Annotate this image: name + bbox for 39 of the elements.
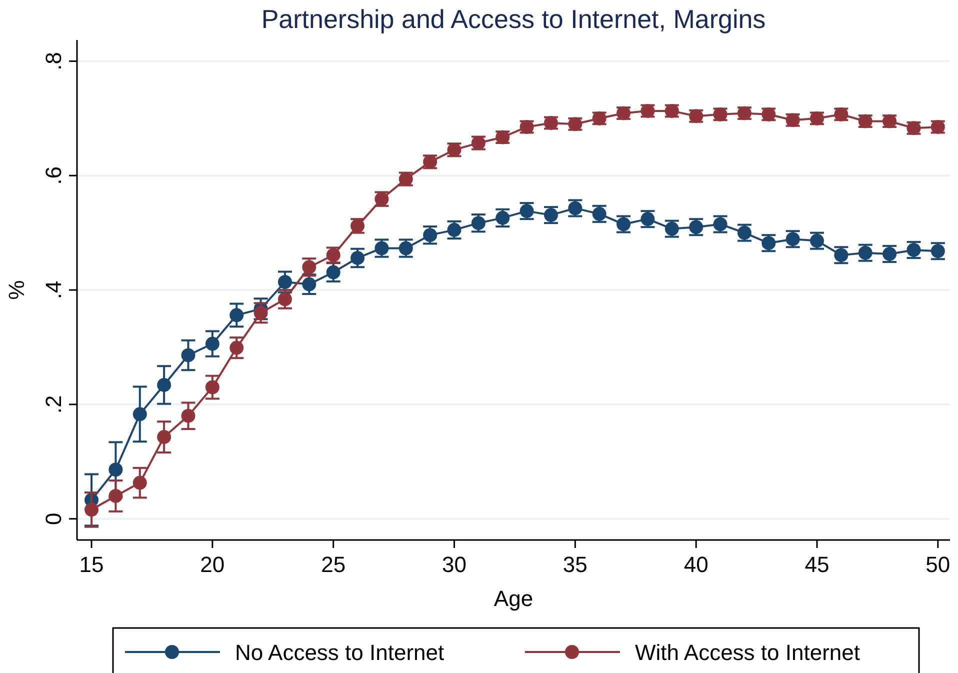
- y-tick-label: .4: [41, 280, 66, 300]
- point: [181, 348, 196, 362]
- x-tick-label: 25: [321, 552, 346, 577]
- point: [230, 340, 244, 355]
- point: [205, 380, 220, 394]
- x-tick-label: 40: [684, 552, 708, 577]
- x-tick-label: 45: [804, 552, 830, 577]
- y-axis-title: %: [4, 280, 29, 300]
- point: [157, 378, 172, 392]
- x-tick-label: 15: [79, 552, 104, 577]
- x-tick-label: 20: [200, 552, 225, 577]
- chart-title: Partnership and Access to Internet, Margins: [261, 4, 766, 34]
- point: [447, 222, 462, 237]
- point: [181, 408, 196, 423]
- point: [278, 292, 292, 306]
- point: [254, 306, 268, 320]
- point: [108, 488, 123, 503]
- x-axis-title: Age: [494, 586, 534, 611]
- point: [157, 430, 172, 444]
- legend-label: With Access to Internet: [635, 640, 860, 665]
- y-tick-label: .8: [41, 52, 66, 70]
- point: [350, 250, 365, 265]
- point: [132, 407, 147, 422]
- point: [326, 265, 340, 280]
- x-tick-label: 35: [562, 552, 588, 577]
- point: [278, 274, 292, 289]
- point: [132, 476, 147, 490]
- point: [471, 216, 486, 230]
- legend-label: No Access to Internet: [235, 640, 444, 665]
- x-tick-label: 30: [442, 552, 466, 577]
- y-tick-label: .6: [41, 166, 66, 185]
- point: [205, 336, 220, 351]
- point: [108, 462, 123, 477]
- x-tick-label: 50: [926, 552, 950, 577]
- y-tick-label: .2: [41, 395, 66, 414]
- point: [302, 277, 316, 292]
- point: [84, 502, 99, 517]
- y-tick-label: 0: [41, 512, 66, 525]
- point: [230, 308, 244, 322]
